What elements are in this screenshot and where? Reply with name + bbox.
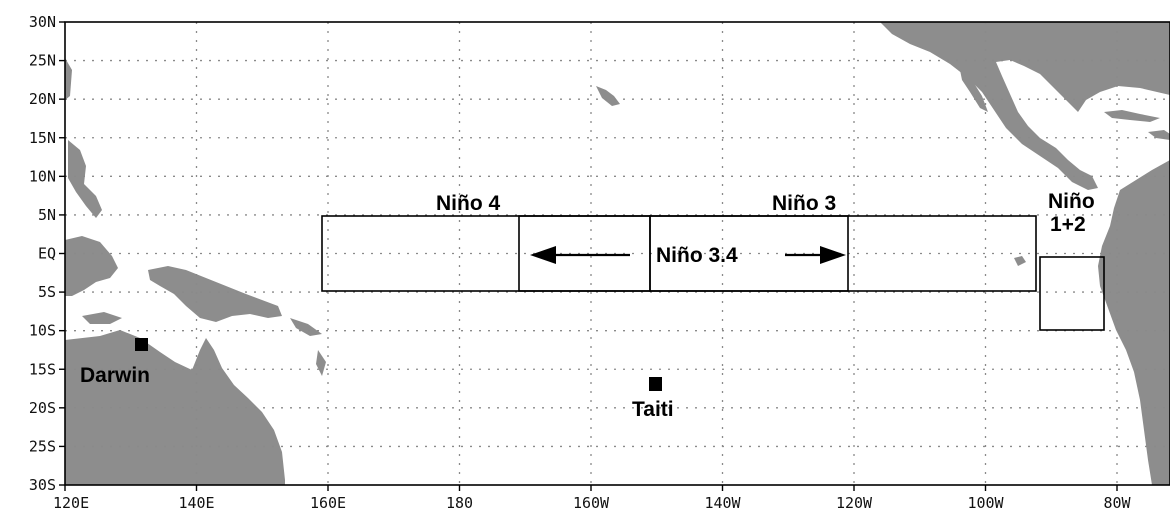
lat-tick-label: 15S: [29, 360, 56, 378]
darwin-marker-icon: [135, 338, 148, 351]
nino3-label: Niño 3: [772, 192, 836, 215]
lat-tick-label: 20N: [29, 90, 56, 108]
lat-tick-label: 25N: [29, 52, 56, 70]
lat-tick-label: 25S: [29, 437, 56, 455]
right-arrow-icon: [785, 246, 846, 264]
lat-tick-label: 10N: [29, 167, 56, 185]
lon-tick-label: 100W: [967, 494, 1004, 512]
lon-tick-label: 160E: [310, 494, 346, 512]
solomon-islands: [290, 318, 322, 336]
nino34-label: Niño 3.4: [656, 244, 738, 267]
lon-axis: 120E 140E 160E 180 160W 140W 120W 100W 80W: [53, 485, 1132, 512]
nino12-label-line2: 1+2: [1050, 213, 1086, 236]
lat-tick-label: EQ: [38, 245, 56, 263]
north-america-landmass: [880, 22, 1170, 190]
lat-tick-label: 20S: [29, 399, 56, 417]
lon-tick-label: 160W: [573, 494, 610, 512]
lon-tick-label: 180: [446, 494, 473, 512]
nino12-label-line1: Niño: [1048, 190, 1095, 213]
indonesia-landmass: [65, 236, 118, 296]
lon-tick-label: 120E: [53, 494, 89, 512]
baja-california: [960, 70, 988, 112]
lat-axis: 30N 25N 20N 15N 10N 5N EQ 5S 10S 15S 20S 25S 30S: [29, 13, 65, 494]
philippines-north: [65, 58, 72, 100]
darwin-label: Darwin: [80, 364, 150, 387]
galapagos-islands: [1014, 256, 1026, 266]
philippines-landmass: [68, 140, 102, 218]
lon-tick-label: 120W: [836, 494, 873, 512]
lat-tick-label: 5S: [38, 283, 56, 301]
vanuatu-islands: [316, 350, 326, 376]
nino4-label: Niño 4: [436, 192, 500, 215]
taiti-marker-icon: [649, 377, 662, 391]
lon-tick-label: 80W: [1103, 494, 1131, 512]
south-america-landmass: [1098, 160, 1170, 485]
timor-island: [82, 312, 122, 324]
left-arrow-icon: [530, 246, 630, 264]
lon-tick-label: 140W: [704, 494, 741, 512]
lat-tick-label: 30S: [29, 476, 56, 494]
nino34-box: [518, 215, 849, 292]
hispaniola-island: [1148, 130, 1170, 140]
nino12-box: [1039, 256, 1105, 331]
lon-tick-label: 140E: [178, 494, 214, 512]
lat-tick-label: 15N: [29, 129, 56, 147]
lat-tick-label: 5N: [38, 206, 56, 224]
nino-regions: Niño 4 Niño 3 Niño 3.4 Niño 1+2: [321, 190, 1105, 331]
cuba-island: [1104, 110, 1160, 122]
lat-tick-label: 10S: [29, 322, 56, 340]
stations: Darwin Taiti: [80, 338, 674, 421]
land-masses: [65, 22, 1170, 485]
new-guinea-landmass: [148, 266, 282, 322]
hawaii-islands: [596, 86, 620, 106]
lat-tick-label: 30N: [29, 13, 56, 31]
taiti-label: Taiti: [632, 398, 674, 421]
